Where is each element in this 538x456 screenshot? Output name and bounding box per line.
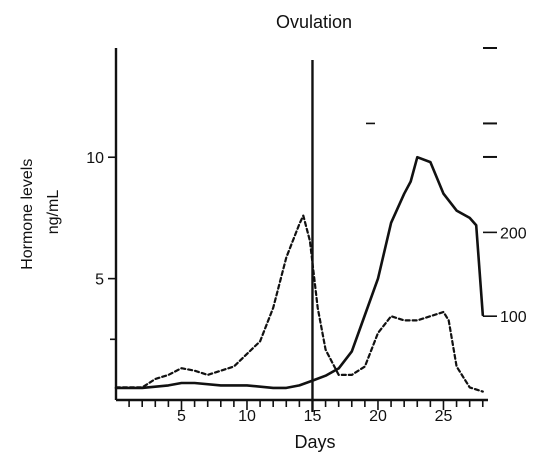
- series-group: [114, 155, 485, 393]
- right-tick-label: 100: [500, 309, 527, 326]
- series-solid-line: [114, 155, 485, 390]
- chart-annotation-ovulation: Ovulation: [276, 12, 352, 32]
- x-axis-ticks: 5 10 15 20 25: [128, 400, 484, 425]
- x-tick-label: 20: [369, 408, 387, 425]
- y-axis-label-line1: Hormone levels: [19, 159, 36, 270]
- x-tick-label: 25: [435, 408, 453, 425]
- x-tick-label: 15: [304, 408, 322, 425]
- right-tick-label: 200: [500, 225, 527, 242]
- left-axis-ticks: 5 10: [86, 150, 116, 341]
- x-tick-label: 5: [177, 408, 186, 425]
- y-axis-label: Hormone levels ng/mL: [19, 154, 62, 270]
- right-axis-ticks: 100 200: [366, 47, 527, 326]
- x-axis-label: Days: [294, 432, 335, 452]
- left-tick-label: 10: [86, 150, 104, 167]
- y-axis-label-line2: ng/mL: [45, 190, 62, 235]
- left-tick-label: 5: [95, 272, 104, 289]
- series-dashed-line: [114, 214, 484, 393]
- x-tick-label: 10: [238, 408, 256, 425]
